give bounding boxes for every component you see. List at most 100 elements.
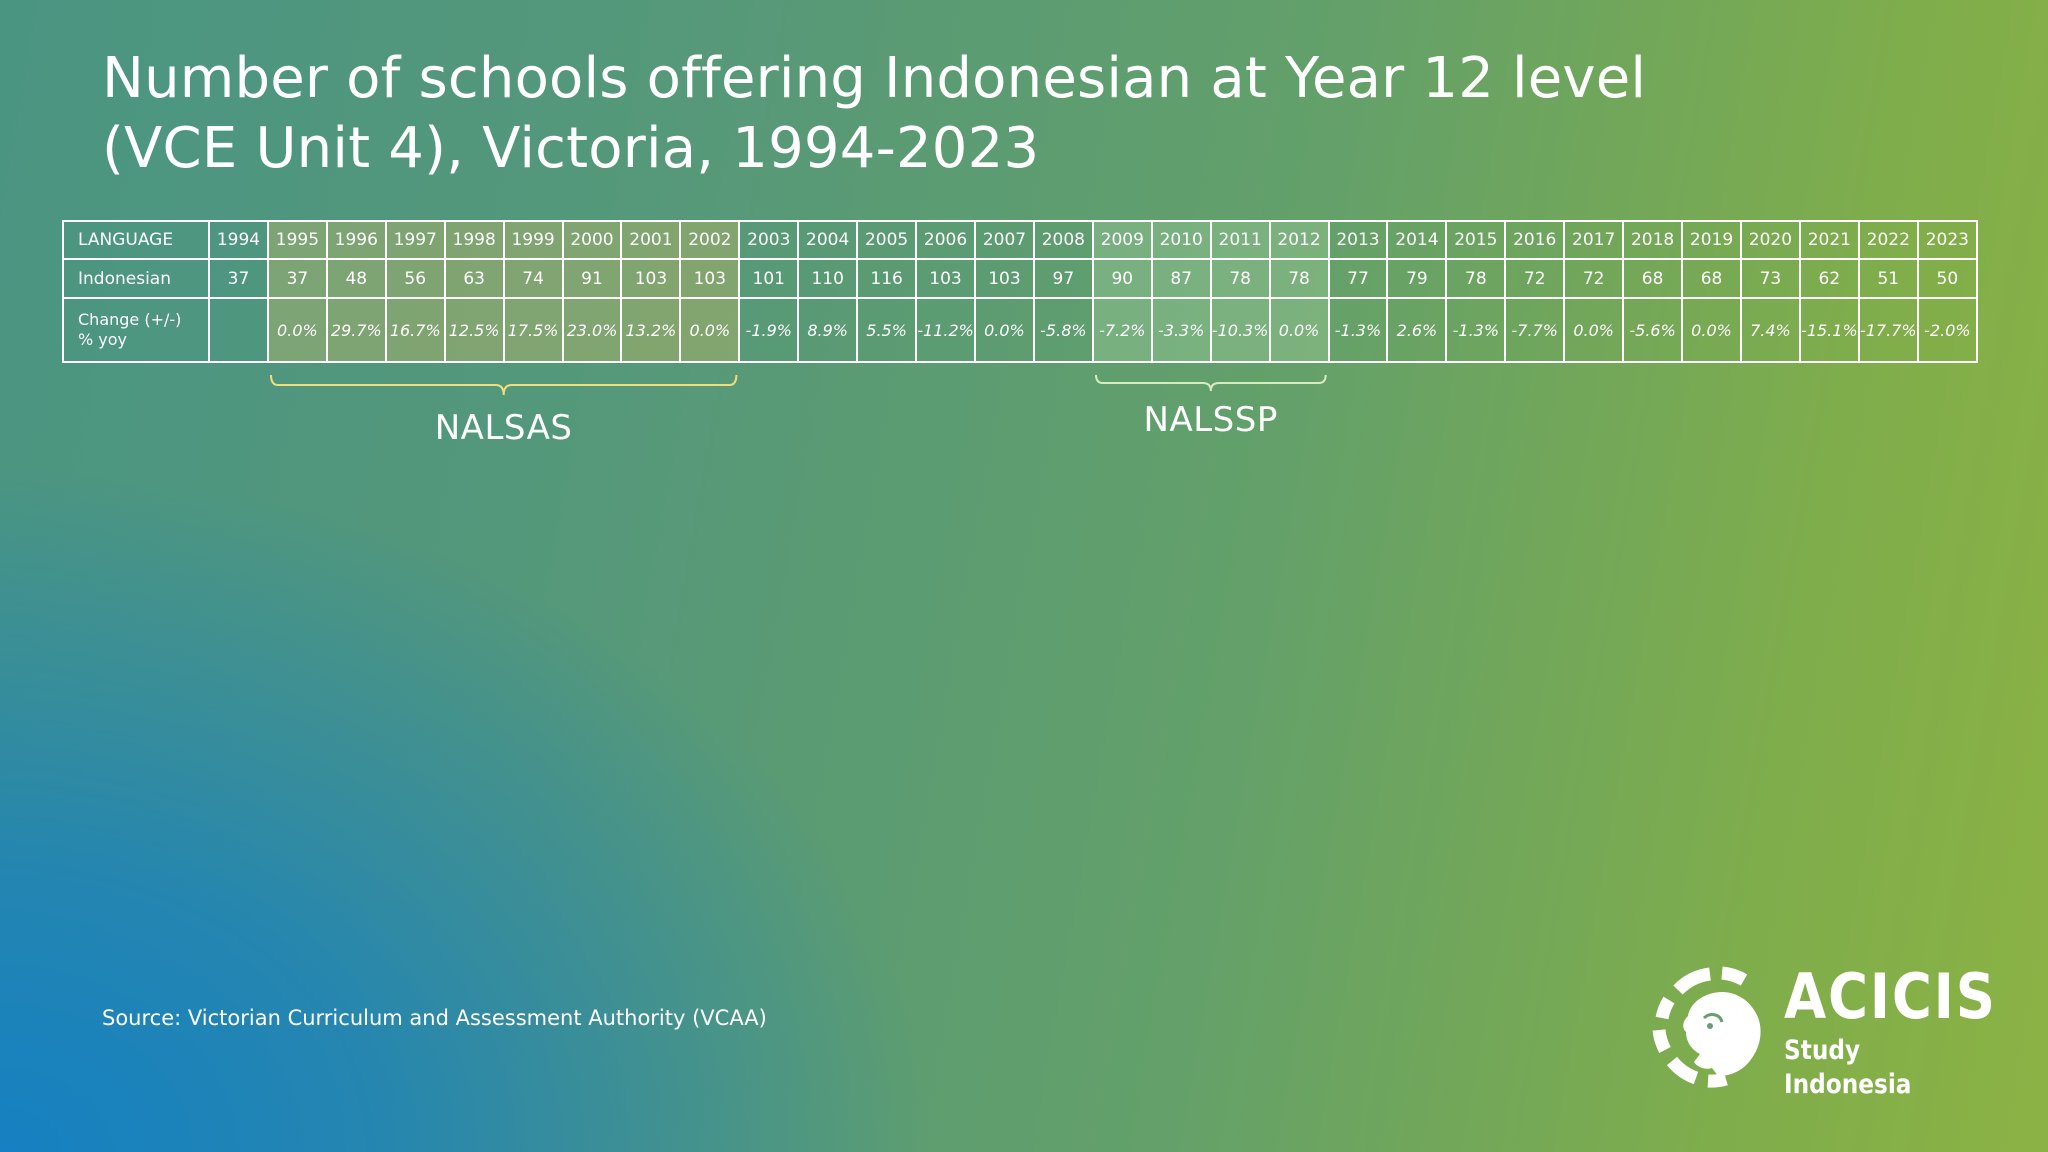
value-cell: 103 (679, 258, 741, 299)
source-note: Source: Victorian Curriculum and Assessm… (102, 1006, 767, 1030)
year-header: 1997 (384, 220, 446, 260)
value-cell: 79 (1386, 258, 1448, 299)
year-header: 2000 (561, 220, 623, 260)
nalssp-brace (1094, 374, 1327, 392)
year-header: 2011 (1209, 220, 1271, 260)
change-cell: 0.0% (679, 297, 741, 363)
year-header: 2016 (1504, 220, 1566, 260)
year-header: 2009 (1091, 220, 1153, 260)
brace-path (269, 374, 738, 396)
change-cell: 16.7% (384, 297, 446, 363)
change-cell: 23.0% (561, 297, 623, 363)
change-cell: 5.5% (856, 297, 918, 363)
value-cell: 91 (561, 258, 623, 299)
logo-name: ACICIS (1784, 960, 1997, 1033)
change-cell: 7.4% (1739, 297, 1801, 363)
year-header: 2022 (1857, 220, 1919, 260)
year-header: 2005 (856, 220, 918, 260)
value-cell: 78 (1209, 258, 1271, 299)
chart-title-line-1: Number of schools offering Indonesian at… (102, 46, 1647, 111)
year-header: 2018 (1622, 220, 1684, 260)
change-cell: 13.2% (620, 297, 682, 363)
value-cell: 48 (325, 258, 387, 299)
change-cell: -2.0% (1916, 297, 1979, 363)
year-header: 2020 (1739, 220, 1801, 260)
change-cell: 0.0% (973, 297, 1035, 363)
value-cell: 103 (915, 258, 976, 299)
value-cell: 62 (1798, 258, 1860, 299)
change-cell: 12.5% (443, 297, 505, 363)
change-cell: -15.1% (1798, 297, 1860, 363)
value-cell: 87 (1150, 258, 1212, 299)
value-cell: 56 (384, 258, 446, 299)
year-header: 2003 (738, 220, 800, 260)
table-row-change: Change (+/-) % yoy 0.0% 29.7% 16.7% 12.5% 17… (62, 297, 1979, 363)
value-cell: 78 (1268, 258, 1330, 299)
value-cell: 68 (1622, 258, 1684, 299)
value-cell: 90 (1091, 258, 1153, 299)
year-header: 2012 (1268, 220, 1330, 260)
year-header: 2014 (1386, 220, 1448, 260)
change-cell: -5.8% (1032, 297, 1094, 363)
table-row-indonesian: Indonesian 37 37 48 56 63 74 91 103 103 101 110 116… (62, 258, 1979, 299)
change-cell: 0.0% (1681, 297, 1742, 363)
year-header: 2002 (679, 220, 741, 260)
logo-emblem-icon (1652, 966, 1761, 1088)
year-header: 2004 (797, 220, 859, 260)
nalsas-label: NALSAS (434, 408, 573, 448)
change-cell: 17.5% (502, 297, 564, 363)
change-cell: 8.9% (797, 297, 859, 363)
nalsas-brace (269, 374, 738, 396)
value-cell: 68 (1681, 258, 1742, 299)
change-cell: -7.2% (1091, 297, 1153, 363)
year-header: 2019 (1681, 220, 1742, 260)
chart-title: Number of schools offering Indonesian at… (102, 44, 1647, 184)
year-header: 2001 (620, 220, 682, 260)
year-header: 2008 (1032, 220, 1094, 260)
change-cell: 2.6% (1386, 297, 1448, 363)
change-cell: -1.9% (738, 297, 800, 363)
year-header: 2010 (1150, 220, 1212, 260)
value-cell: 51 (1857, 258, 1919, 299)
acicis-logo: ACICIS Study Indonesia (1648, 962, 1995, 1100)
year-header: 2007 (973, 220, 1035, 260)
value-cell: 72 (1563, 258, 1625, 299)
value-cell: 97 (1032, 258, 1094, 299)
year-header: 1999 (502, 220, 564, 260)
row-label-change: Change (+/-) % yoy (62, 297, 210, 363)
header-language: LANGUAGE (62, 220, 210, 260)
change-cell: -7.7% (1504, 297, 1566, 363)
year-header: 1994 (208, 220, 269, 260)
logo-tagline: Study Indonesia (1784, 1035, 1912, 1100)
row-label-indonesian: Indonesian (62, 258, 210, 299)
year-header: 2006 (915, 220, 976, 260)
change-cell: -10.3% (1209, 297, 1271, 363)
year-header: 2017 (1563, 220, 1625, 260)
data-table: LANGUAGE 1994 1995 1996 1997 1998 1999 2000 200… (62, 220, 1979, 363)
year-header: 1996 (325, 220, 387, 260)
value-cell: 37 (208, 258, 269, 299)
change-cell: -11.2% (915, 297, 976, 363)
year-header: 1995 (266, 220, 328, 260)
change-cell: 0.0% (1563, 297, 1625, 363)
year-header: 2021 (1798, 220, 1860, 260)
year-header: 1998 (443, 220, 505, 260)
value-cell: 116 (856, 258, 918, 299)
value-cell: 110 (797, 258, 859, 299)
row-label-change-line-2: % yoy (78, 330, 128, 349)
change-cell: 0.0% (266, 297, 328, 363)
nalssp-label: NALSSP (1143, 400, 1278, 440)
value-cell: 72 (1504, 258, 1566, 299)
value-cell: 73 (1739, 258, 1801, 299)
year-header: 2023 (1916, 220, 1979, 260)
value-cell: 77 (1327, 258, 1389, 299)
table-header-row: LANGUAGE 1994 1995 1996 1997 1998 1999 2000 200… (62, 220, 1979, 260)
change-cell: -1.3% (1445, 297, 1507, 363)
value-cell: 37 (266, 258, 328, 299)
change-cell: -17.7% (1857, 297, 1919, 363)
year-header: 2013 (1327, 220, 1389, 260)
chart-title-line-2: (VCE Unit 4), Victoria, 1994-2023 (102, 116, 1040, 181)
year-header: 2015 (1445, 220, 1507, 260)
change-cell: -5.6% (1622, 297, 1684, 363)
change-cell: 0.0% (1268, 297, 1330, 363)
